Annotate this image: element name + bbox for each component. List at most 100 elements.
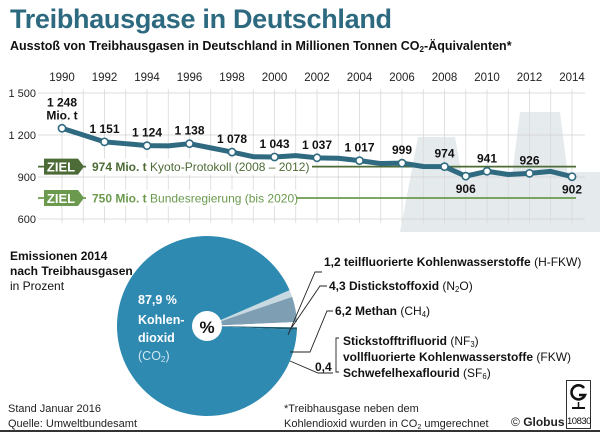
footnote-line2: Kohlendioxid wurden in CO2 umgerechnet <box>284 417 489 435</box>
x-tick-label: 1990 <box>49 72 75 84</box>
chart-subtitle: Ausstoß von Treibhausgasen in Deutschlan… <box>10 39 512 54</box>
legend-n2o: 4,3 Distickstoffoxid (N2O) <box>329 279 473 294</box>
leader-line-ch4 <box>290 310 333 353</box>
legend-nf3-name: Stickstofftrifluorid <box>343 334 447 348</box>
co2-percent: 87,9 % <box>138 293 177 307</box>
data-label: 1 043 <box>259 137 289 151</box>
data-label: 1 037 <box>302 138 332 152</box>
target-description: Bundesregierung (bis 2020) <box>150 192 298 206</box>
legend-ch4-value: 6,2 Methan <box>335 304 398 318</box>
source-text: Quelle: Umweltbundesamt <box>8 418 138 430</box>
legend-sf6-formula-end: ) <box>486 366 491 380</box>
data-point-marker <box>227 147 237 157</box>
data-label: 974 <box>434 147 454 161</box>
co2-formula-end: ) <box>165 349 170 363</box>
legend-group-value-text: 0,4 <box>315 360 332 374</box>
pie-slice-gap <box>207 321 297 328</box>
pie-heading-line1: Emissionen 2014 <box>10 249 108 263</box>
legend-sf6: Schwefelhexaflourid (SF6) <box>343 366 491 381</box>
data-point-marker <box>57 123 67 133</box>
pie-slice-n2o <box>207 296 297 326</box>
legend-ch4-sub: 4 <box>421 310 427 319</box>
emissions-series <box>57 123 577 182</box>
pie-slice-hfkw <box>207 290 293 326</box>
copyright: © Globus <box>511 415 565 429</box>
leader-line-hfkw <box>287 271 322 336</box>
pie-heading: Emissionen 2014 nach Treibhausgasen in P… <box>10 249 133 294</box>
legend-n2o-value: 4,3 Distickstoffoxid <box>329 279 440 293</box>
target-label: 750 Mio. t Bundesregierung (bis 2020) <box>92 192 298 206</box>
legend-ch4: 6,2 Methan (CH4) <box>335 304 430 319</box>
copyright-symbol: © <box>511 415 524 429</box>
source-note: Stand Januar 2016 Quelle: Umweltbundesam… <box>8 402 137 432</box>
legend-nf3-formula-end: ) <box>474 334 479 348</box>
x-tick-label: 2010 <box>474 72 500 84</box>
pie-heading-line2: nach Treibhausgasen <box>10 264 133 278</box>
legend-nf3: Stickstofftrifluorid (NF3) <box>343 334 479 349</box>
x-tick-label: 2012 <box>517 72 543 84</box>
line-chart: 1990 1992 1994 1996 1998 2000 2002 2004 2006 2008… <box>8 72 600 232</box>
legend-ch4-formula: (CH <box>397 304 422 318</box>
legend-n2o-formula: (N <box>439 279 456 293</box>
factory-building-shape <box>440 172 600 232</box>
data-label-unit: Mio. t <box>46 108 77 122</box>
data-point-marker <box>355 156 364 166</box>
globus-g-icon <box>570 384 587 409</box>
target-badge <box>44 158 84 175</box>
legend-sf6-formula: (SF <box>459 366 483 380</box>
data-point-marker <box>270 152 279 162</box>
page-title: Treibhausgase in Deutschland <box>10 4 392 34</box>
subtitle-subscript: 2 <box>419 45 425 54</box>
pie-center-label: % <box>199 318 214 337</box>
footnote-text-end: umgerechnet <box>421 418 489 430</box>
graphic-number: 10830 <box>567 416 591 427</box>
y-tick-label: 900 <box>18 172 36 184</box>
co2-name-line2: dioxid <box>138 331 175 345</box>
target-label-bg <box>86 190 296 206</box>
target-badge-label: ZIEL <box>47 160 75 175</box>
x-axis-ticks: 1990 1992 1994 1996 1998 2000 2002 2004 2006 2008… <box>49 72 585 84</box>
data-label: 1 248 <box>47 95 77 109</box>
data-label: 1 124 <box>132 126 162 140</box>
legend-sf6-name: Schwefelhexaflourid <box>343 366 460 380</box>
target-value: 974 Mio. t <box>92 160 150 174</box>
target-description: Kyoto-Protokoll (2008 – 2012) <box>150 160 309 174</box>
globus-logo: 10830 <box>566 380 591 429</box>
legend-n2o-formula-end: O) <box>459 279 473 293</box>
legend-fkw: vollfluorierte Kohlenwasserstoffe (FKW) <box>343 350 571 364</box>
co2-slice-label: 87,9 % Kohlen- dioxid (CO2) <box>138 290 185 370</box>
data-label: 902 <box>562 183 582 197</box>
x-tick-label: 1994 <box>134 72 160 84</box>
pie-slice-others <box>207 326 297 330</box>
x-tick-label: 1998 <box>219 72 245 84</box>
target-badge <box>44 190 84 206</box>
legend-group-value: 0,4 <box>315 360 332 374</box>
legend-hfkw-value: 1,2 teilfluorierte Kohlenwasserstoffe <box>324 255 531 269</box>
footnote-text: Kohlendioxid wurden in CO <box>284 418 418 430</box>
pie-heading-unit: in Prozent <box>10 279 65 293</box>
legend-nf3-formula: (NF <box>447 334 471 348</box>
data-point-marker <box>567 172 577 182</box>
x-tick-label: 1992 <box>92 72 118 84</box>
target-lines: ZIEL 974 Mio. t Kyoto-Protokoll (2008 – 2… <box>38 158 576 206</box>
footnote-line1: *Treibhausgase neben dem <box>284 403 419 415</box>
data-point-marker <box>142 141 152 151</box>
stand-date: Stand Januar 2016 <box>8 403 101 415</box>
y-tick-label: 1 200 <box>8 130 36 142</box>
data-label: 941 <box>477 151 497 165</box>
data-point-marker <box>482 166 492 176</box>
co2-formula: (CO <box>138 349 161 363</box>
x-tick-label: 2006 <box>389 72 415 84</box>
x-tick-label: 2000 <box>262 72 288 84</box>
data-point-marker <box>525 168 534 178</box>
data-point-marker <box>100 137 109 147</box>
data-point-marker <box>461 171 471 181</box>
data-point-marker <box>185 139 194 149</box>
data-label: 1 151 <box>89 122 119 136</box>
legend-n2o-sub: 2 <box>455 285 460 294</box>
footnote: *Treibhausgase neben dem Kohlendioxid wu… <box>284 402 489 435</box>
x-tick-label: 2002 <box>304 72 330 84</box>
data-label: 1 078 <box>217 132 247 146</box>
legend-ch4-formula-end: ) <box>426 304 431 318</box>
x-tick-label: 2004 <box>347 72 373 84</box>
